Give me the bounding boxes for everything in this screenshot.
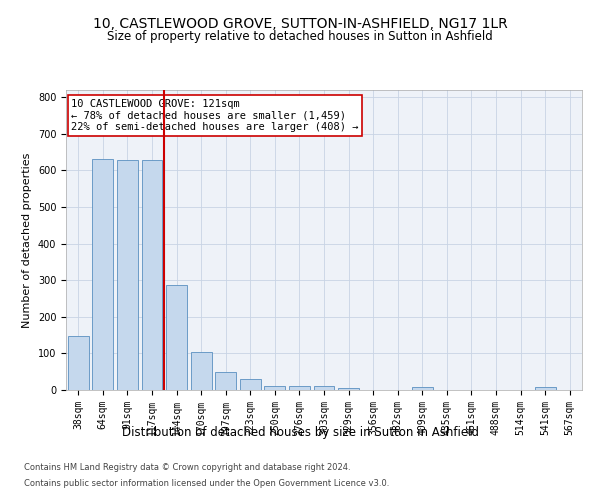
Bar xyxy=(68,336,89,390)
Bar xyxy=(412,388,433,390)
Bar xyxy=(240,379,261,390)
Bar xyxy=(314,386,334,390)
Bar xyxy=(191,352,212,390)
Bar xyxy=(215,372,236,390)
Bar xyxy=(142,160,163,390)
Text: 10 CASTLEWOOD GROVE: 121sqm
← 78% of detached houses are smaller (1,459)
22% of : 10 CASTLEWOOD GROVE: 121sqm ← 78% of det… xyxy=(71,99,359,132)
Bar xyxy=(265,386,286,390)
Bar xyxy=(338,388,359,390)
Bar xyxy=(117,160,138,390)
Bar xyxy=(92,159,113,390)
Text: Distribution of detached houses by size in Sutton in Ashfield: Distribution of detached houses by size … xyxy=(121,426,479,439)
Bar xyxy=(166,285,187,390)
Text: 10, CASTLEWOOD GROVE, SUTTON-IN-ASHFIELD, NG17 1LR: 10, CASTLEWOOD GROVE, SUTTON-IN-ASHFIELD… xyxy=(92,18,508,32)
Bar xyxy=(535,388,556,390)
Text: Size of property relative to detached houses in Sutton in Ashfield: Size of property relative to detached ho… xyxy=(107,30,493,43)
Text: Contains public sector information licensed under the Open Government Licence v3: Contains public sector information licen… xyxy=(24,478,389,488)
Y-axis label: Number of detached properties: Number of detached properties xyxy=(22,152,32,328)
Text: Contains HM Land Registry data © Crown copyright and database right 2024.: Contains HM Land Registry data © Crown c… xyxy=(24,464,350,472)
Bar xyxy=(289,386,310,390)
